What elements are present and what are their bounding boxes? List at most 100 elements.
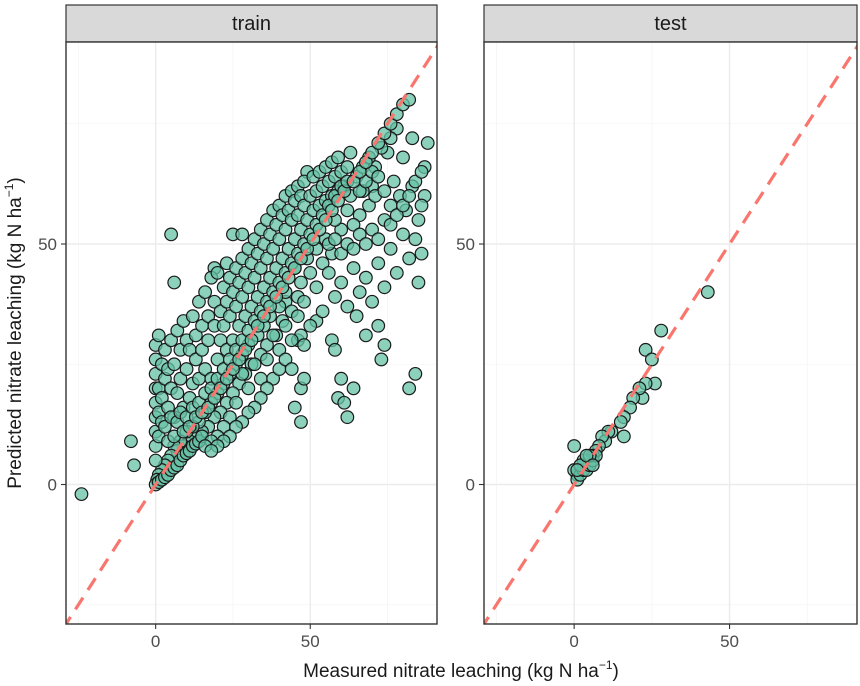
- data-point: [260, 251, 274, 266]
- data-point: [204, 443, 219, 458]
- data-point: [253, 261, 268, 275]
- facet-panel-train: train 0 50 0 50: [38, 4, 438, 651]
- data-point: [222, 309, 237, 324]
- data-point: [201, 400, 216, 415]
- data-point: [567, 439, 582, 453]
- data-point: [158, 419, 172, 434]
- data-point: [247, 357, 262, 372]
- data-point: [241, 405, 256, 420]
- data-point: [396, 198, 410, 213]
- data-point: [213, 381, 228, 396]
- data-point: [402, 251, 417, 266]
- data-point: [346, 381, 361, 396]
- data-point: [229, 395, 243, 410]
- data-point: [343, 145, 358, 160]
- data-point: [358, 270, 373, 285]
- x-tick-label: 50: [301, 632, 320, 651]
- facet-strip-label: train: [232, 13, 271, 35]
- data-point: [260, 381, 274, 396]
- y-tick-label: 0: [466, 476, 475, 495]
- data-point: [371, 169, 386, 184]
- data-point: [154, 391, 169, 405]
- data-point: [408, 174, 423, 189]
- data-point: [148, 453, 163, 468]
- data-point: [700, 285, 715, 300]
- data-point: [408, 232, 423, 247]
- data-point: [402, 189, 417, 203]
- data-point: [297, 371, 311, 386]
- data-point: [158, 342, 172, 357]
- data-point: [315, 304, 330, 319]
- data-point: [201, 309, 216, 324]
- data-point: [389, 107, 404, 122]
- data-point: [328, 342, 342, 357]
- data-point: [377, 184, 392, 199]
- data-point: [290, 309, 305, 324]
- x-axis-title: Measured nitrate leaching (kg N ha−1): [303, 658, 619, 682]
- data-point: [179, 362, 194, 376]
- data-point: [284, 333, 299, 348]
- panels-layer: train 0 50 0 50 test 0 50 0 50: [38, 4, 858, 651]
- data-point: [377, 126, 392, 141]
- panel-border: [483, 41, 858, 625]
- data-point: [340, 410, 355, 425]
- data-point: [389, 265, 404, 280]
- data-point: [579, 448, 594, 463]
- data-point: [229, 419, 243, 434]
- plot-area: [484, 42, 857, 624]
- data-point: [192, 294, 206, 309]
- data-point: [352, 164, 367, 179]
- data-point: [383, 241, 398, 256]
- data-point: [402, 381, 417, 396]
- data-point: [371, 318, 386, 333]
- data-point: [294, 275, 308, 290]
- data-point: [358, 328, 373, 343]
- data-point: [229, 299, 243, 314]
- data-point: [127, 458, 141, 473]
- data-point: [216, 318, 231, 333]
- data-point: [210, 265, 225, 280]
- facet-strip: [483, 4, 858, 43]
- data-point: [321, 265, 336, 280]
- data-point: [167, 275, 182, 290]
- data-point: [201, 333, 216, 348]
- data-point: [303, 265, 318, 280]
- data-point: [309, 280, 324, 295]
- data-point: [328, 290, 342, 304]
- data-point: [340, 299, 355, 314]
- data-point: [377, 280, 392, 295]
- data-point: [365, 294, 379, 309]
- data-point: [408, 366, 423, 381]
- data-point: [297, 338, 311, 352]
- data-point: [164, 333, 179, 348]
- data-point: [632, 381, 647, 396]
- data-point: [287, 400, 302, 415]
- data-point: [340, 203, 355, 218]
- data-point: [616, 429, 631, 444]
- data-point: [638, 342, 653, 357]
- data-point: [188, 328, 203, 343]
- data-point: [151, 328, 166, 343]
- data-point: [334, 222, 349, 237]
- data-point: [278, 222, 293, 237]
- data-point: [352, 227, 367, 242]
- data-point: [613, 415, 628, 429]
- data-point: [371, 232, 386, 247]
- data-point: [167, 357, 182, 372]
- data-point: [346, 217, 361, 232]
- data-point: [346, 261, 361, 275]
- data-point: [260, 352, 274, 367]
- one-to-one-reference-line: [66, 43, 437, 624]
- data-point: [195, 342, 209, 357]
- data-point: [346, 241, 361, 256]
- data-point: [188, 352, 203, 367]
- data-point: [362, 198, 376, 213]
- data-point: [374, 352, 389, 367]
- data-point: [334, 275, 349, 290]
- data-point: [124, 434, 138, 449]
- data-point: [334, 371, 349, 386]
- data-point: [396, 150, 410, 165]
- data-point: [414, 246, 429, 261]
- data-point: [278, 318, 293, 333]
- data-point: [297, 294, 311, 309]
